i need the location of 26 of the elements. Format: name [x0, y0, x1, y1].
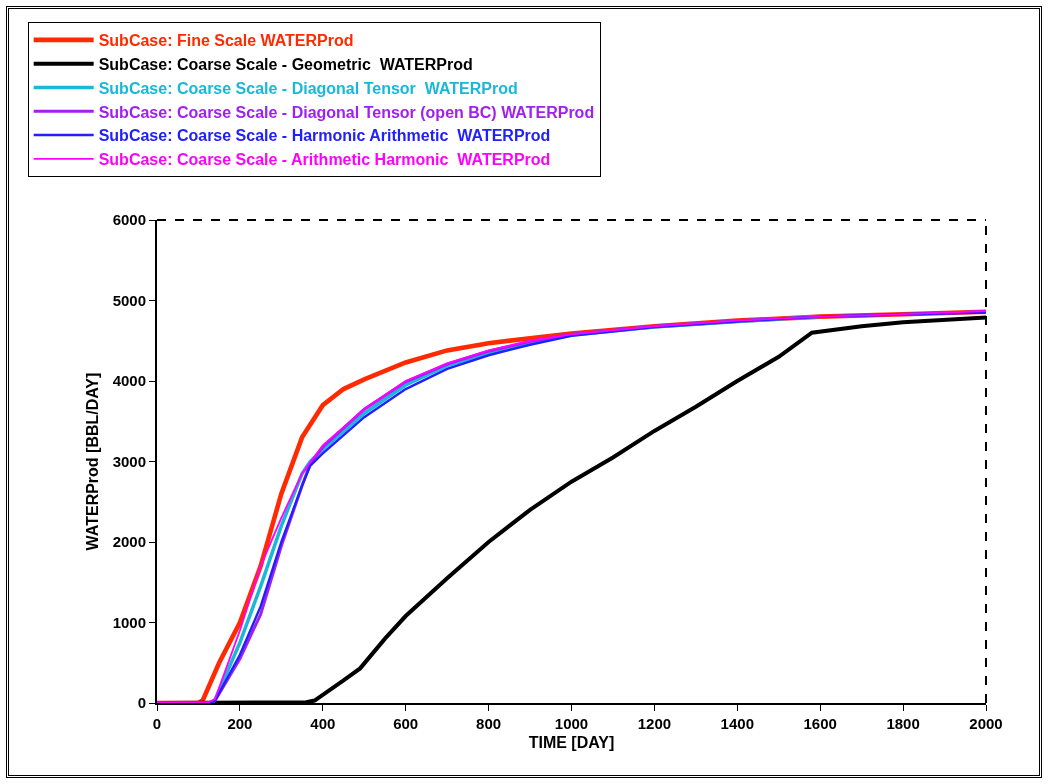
y-axis-title: WATERProd [BBL/DAY]	[84, 372, 102, 551]
y-tick-label: 1000	[112, 613, 146, 631]
y-tick-label: 3000	[112, 452, 146, 470]
x-tick-label: 1200	[637, 715, 672, 732]
y-tick-label: 2000	[112, 533, 146, 551]
x-axis-title: TIME [DAY]	[528, 734, 615, 752]
y-tick-label: 6000	[112, 211, 146, 229]
legend-label: SubCase: Coarse Scale - Geometric WATERProd	[98, 55, 473, 73]
x-tick-label: 1600	[803, 715, 837, 732]
y-tick-label: 5000	[112, 291, 146, 309]
x-tick-label: 400	[310, 715, 336, 732]
x-tick-label: 1800	[886, 715, 920, 732]
legend-label: SubCase: Coarse Scale - Diagonal Tensor (open BC) WATERProd	[98, 103, 595, 121]
legend-label: SubCase: Coarse Scale - Diagonal Tensor WATERProd	[98, 79, 518, 97]
y-tick-label: 0	[137, 694, 146, 712]
x-tick-label: 800	[476, 715, 502, 732]
legend-label: SubCase: Coarse Scale - Harmonic Arithmetic WATERProd	[98, 127, 551, 145]
legend-label: SubCase: Fine Scale WATERProd	[98, 32, 354, 50]
x-tick-label: 2000	[969, 715, 1003, 732]
x-tick-label: 1000	[554, 715, 589, 732]
y-tick-label: 4000	[112, 372, 146, 390]
x-tick-label: 200	[227, 715, 253, 732]
x-tick-label: 1400	[720, 715, 754, 732]
legend-label: SubCase: Coarse Scale - Arithmetic Harmonic WATERProd	[98, 151, 551, 169]
x-tick-label: 600	[393, 715, 419, 732]
x-tick-label: 0	[152, 715, 162, 732]
